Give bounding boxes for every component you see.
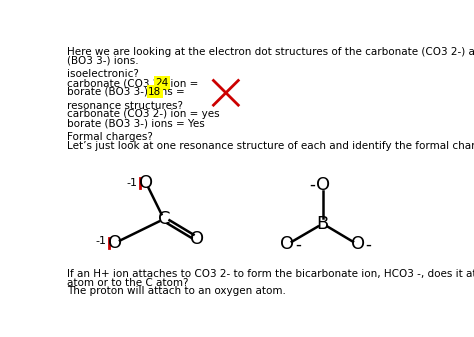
Text: O: O — [108, 234, 122, 252]
Text: 18: 18 — [148, 87, 161, 97]
Text: carbonate (CO3 2-) ion =: carbonate (CO3 2-) ion = — [67, 78, 201, 88]
Text: -1: -1 — [127, 178, 137, 188]
Text: resonance structures?: resonance structures? — [67, 101, 183, 111]
Text: (BO3 3-) ions.: (BO3 3-) ions. — [67, 56, 138, 65]
Text: O: O — [316, 176, 330, 194]
Text: borate (BO3 3-) ions = Yes: borate (BO3 3-) ions = Yes — [67, 118, 205, 128]
Text: O: O — [351, 236, 365, 253]
Text: C: C — [158, 210, 170, 228]
Text: Formal charges?: Formal charges? — [67, 132, 153, 142]
Text: -: - — [295, 236, 301, 253]
Text: B: B — [317, 215, 329, 233]
Text: O: O — [139, 174, 153, 192]
Text: -: - — [309, 176, 315, 194]
Text: O: O — [280, 236, 294, 253]
Text: The proton will attach to an oxygen atom.: The proton will attach to an oxygen atom… — [67, 286, 286, 296]
Text: carbonate (CO3 2-) ion = yes: carbonate (CO3 2-) ion = yes — [67, 110, 219, 120]
Text: borate (BO3 3-) ions =: borate (BO3 3-) ions = — [67, 87, 188, 97]
Text: If an H+ ion attaches to CO3 2- to form the bicarbonate ion, HCO3 -, does it att: If an H+ ion attaches to CO3 2- to form … — [67, 269, 474, 279]
Text: O: O — [190, 230, 204, 248]
Text: Let’s just look at one resonance structure of each and identify the formal charg: Let’s just look at one resonance structu… — [67, 141, 474, 151]
Text: Here we are looking at the electron dot structures of the carbonate (CO3 2-) and: Here we are looking at the electron dot … — [67, 47, 474, 57]
Text: -: - — [365, 236, 372, 253]
Text: 24: 24 — [155, 78, 168, 88]
Text: -1: -1 — [96, 237, 107, 246]
Text: isoelectronic?: isoelectronic? — [67, 69, 139, 79]
Text: atom or to the C atom?: atom or to the C atom? — [67, 278, 189, 287]
